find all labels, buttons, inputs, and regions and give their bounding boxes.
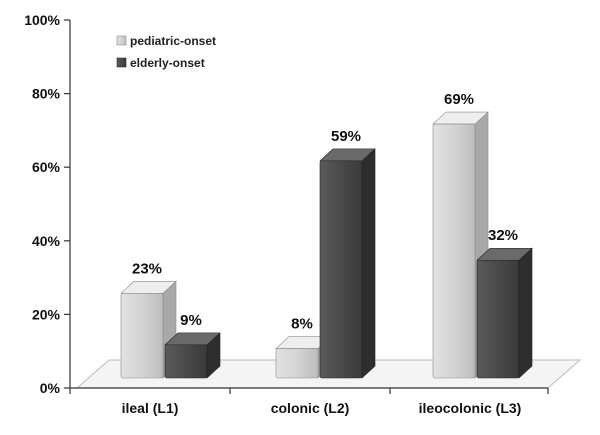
x-category-label: ileal (L1) [122,400,179,416]
data-label-elderly-onset-2: 32% [488,227,518,244]
y-tick-label: 0% [40,380,61,396]
legend-label-elderly-onset: elderly-onset [130,56,205,70]
y-tick-label: 60% [32,159,61,175]
y-tick-label: 100% [24,12,60,28]
bar-front-face [432,123,476,379]
y-axis: 0% 20% 40% 60% 80% 100% [24,12,71,396]
y-tick-label: 40% [32,233,61,249]
bar-elderly-onset-2 [476,247,533,379]
bar-front-face [120,293,164,379]
x-category-label: colonic (L2) [271,400,350,416]
bar-front-face [319,160,363,379]
y-tick-label: 20% [32,306,61,322]
data-label-pediatric-onset-0: 23% [132,260,162,277]
bar-front-face [476,259,520,379]
bar-elderly-onset-1 [319,148,376,379]
data-label-elderly-onset-1: 59% [331,128,361,145]
data-label-pediatric-onset-2: 69% [444,91,474,108]
bar-elderly-onset-0 [164,332,221,379]
bar-front-face [164,344,208,379]
legend-swatch-elderly-onset [116,57,127,68]
bar-front-face [275,348,319,379]
x-axis-labels: ileal (L1) colonic (L2) ileocolonic (L3) [122,400,522,416]
bar-side-face [518,247,533,379]
data-label-pediatric-onset-1: 8% [291,316,313,333]
data-labels: 23% 9% 8% 59% 69% 32% [132,91,518,332]
legend-item-pediatric-onset: pediatric-onset [116,34,216,48]
legend-item-elderly-onset: elderly-onset [116,56,205,70]
bars [120,111,533,379]
y-tick-label: 80% [32,86,61,102]
data-label-elderly-onset-0: 9% [180,312,202,329]
x-category-label: ileocolonic (L3) [419,400,522,416]
legend-swatch-pediatric-onset [116,35,127,46]
bar-side-face [361,148,376,379]
legend-label-pediatric-onset: pediatric-onset [130,34,216,48]
legend: pediatric-onset elderly-onset [116,34,216,70]
